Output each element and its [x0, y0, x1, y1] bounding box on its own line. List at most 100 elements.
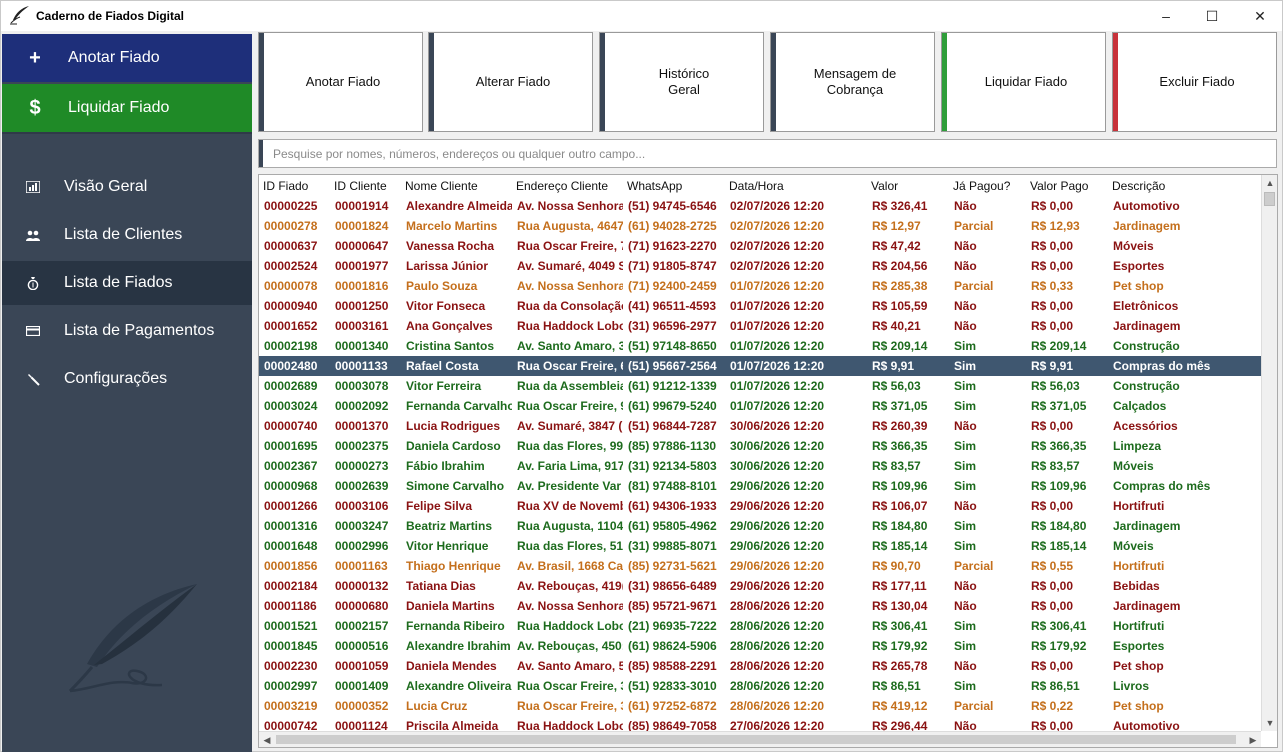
- table-row[interactable]: 00001186 00000680 Daniela Martins Av. Nossa…: [259, 596, 1261, 616]
- table-row[interactable]: 00002689 00003078 Vitor Ferreira Rua da Ass…: [259, 376, 1261, 396]
- table-cell: Construção: [1113, 379, 1180, 393]
- table-row[interactable]: 00002230 00001059 Daniela Mendes Av. Santo …: [259, 656, 1261, 676]
- table-cell: 29/06/2026 12:20: [730, 559, 825, 573]
- alterar-fiado-button[interactable]: Alterar Fiado: [428, 32, 593, 132]
- table-cell: R$ 0,00: [1031, 659, 1074, 673]
- table-cell: 00000740: [264, 419, 318, 433]
- table-cell: Eletrônicos: [1113, 299, 1179, 313]
- table-cell: (31) 96596-2977: [628, 319, 717, 333]
- table-row[interactable]: 00002367 00000273 Fábio Ibrahim Av. Faria L…: [259, 456, 1261, 476]
- table-row[interactable]: 00002184 00000132 Tatiana Dias Av. Rebouças…: [259, 576, 1261, 596]
- table-cell: R$ 0,22: [1031, 699, 1074, 713]
- table-cell: 28/06/2026 12:20: [730, 619, 825, 633]
- table-row[interactable]: 00001845 00000516 Alexandre Ibrahim Av. Reb…: [259, 636, 1261, 656]
- table-row[interactable]: 00000078 00001816 Paulo Souza Av. Nossa Sen…: [259, 276, 1261, 296]
- scroll-thumb[interactable]: [276, 735, 1236, 744]
- column-header[interactable]: WhatsApp: [623, 175, 725, 196]
- table-row[interactable]: 00001652 00003161 Ana Gonçalves Rua Haddock…: [259, 316, 1261, 336]
- table-cell: (61) 94028-2725: [628, 219, 717, 233]
- button-label: Histórico Geral: [658, 66, 710, 97]
- table-cell: Vanessa Rocha: [406, 239, 495, 253]
- table-row[interactable]: 00001316 00003247 Beatriz Martins Rua Augus…: [259, 516, 1261, 536]
- table-cell: 00000132: [335, 579, 389, 593]
- table-cell: R$ 185,14: [1031, 539, 1087, 553]
- vertical-scrollbar[interactable]: ▲ ▼: [1261, 175, 1277, 731]
- scroll-left-icon[interactable]: ◀: [263, 734, 271, 745]
- maximize-button[interactable]: ☐: [1205, 7, 1219, 24]
- table-row[interactable]: 00003024 00002092 Fernanda Carvalho Rua Osc…: [259, 396, 1261, 416]
- sidebar-item-configuracoes[interactable]: Configurações: [2, 357, 252, 401]
- table-cell: (51) 95667-2564: [623, 356, 725, 376]
- table-row[interactable]: 00002524 00001977 Larissa Júnior Av. Sumaré…: [259, 256, 1261, 276]
- close-button[interactable]: ✕: [1254, 7, 1266, 24]
- table-cell: Rua Oscar Freire, 9: [517, 399, 623, 413]
- table-cell: R$ 371,05: [1031, 399, 1087, 413]
- column-header[interactable]: Descrição: [1108, 175, 1261, 196]
- fiados-table: ID Fiado ID Cliente Nome Cliente Endereço C…: [258, 174, 1278, 748]
- table-cell: R$ 285,38: [872, 279, 928, 293]
- table-cell: Vitor Henrique: [406, 539, 489, 553]
- table-cell: 00000078: [264, 279, 318, 293]
- column-header[interactable]: ID Fiado: [259, 175, 330, 196]
- table-row[interactable]: 00001695 00002375 Daniela Cardoso Rua das F…: [259, 436, 1261, 456]
- table-row[interactable]: 00001648 00002996 Vitor Henrique Rua das Fl…: [259, 536, 1261, 556]
- scroll-up-icon[interactable]: ▲: [1265, 178, 1275, 188]
- table-cell: Alexandre Ibrahim: [406, 639, 511, 653]
- table-row[interactable]: 00000742 00001124 Priscila Almeida Rua Hadd…: [259, 716, 1261, 736]
- table-row[interactable]: 00000278 00001824 Marcelo Martins Rua Augus…: [259, 216, 1261, 236]
- table-cell: Não: [954, 659, 977, 673]
- table-cell: 00001409: [335, 679, 389, 693]
- anotar-fiado-button[interactable]: Anotar Fiado: [258, 32, 423, 132]
- horizontal-scrollbar[interactable]: ◀ ▶: [259, 731, 1261, 747]
- table-cell: Jardinagem: [1113, 599, 1181, 613]
- table-cell: 00001133: [330, 356, 401, 376]
- column-header[interactable]: ID Cliente: [330, 175, 401, 196]
- table-row[interactable]: 00000637 00000647 Vanessa Rocha Rua Oscar F…: [259, 236, 1261, 256]
- table-header-row: ID Fiado ID Cliente Nome Cliente Endereço C…: [259, 175, 1261, 196]
- column-header[interactable]: Valor: [867, 175, 949, 196]
- table-cell: (71) 92400-2459: [628, 279, 717, 293]
- sidebar-item-lista-clientes[interactable]: Lista de Clientes: [2, 213, 252, 257]
- scroll-right-icon[interactable]: ▶: [1249, 734, 1257, 745]
- table-row[interactable]: 00002198 00001340 Cristina Santos Av. Santo…: [259, 336, 1261, 356]
- table-row[interactable]: 00001856 00001163 Thiago Henrique Av. Brasi…: [259, 556, 1261, 576]
- mensagem-cobranca-button[interactable]: Mensagem de Cobrança: [770, 32, 935, 132]
- table-row[interactable]: 00000968 00002639 Simone Carvalho Av. Presi…: [259, 476, 1261, 496]
- table-row[interactable]: 00002997 00001409 Alexandre Oliveira Rua Os…: [259, 676, 1261, 696]
- table-cell: 00001914: [335, 199, 389, 213]
- sidebar-item-visao-geral[interactable]: Visão Geral: [2, 165, 252, 209]
- scroll-down-icon[interactable]: ▼: [1265, 718, 1275, 728]
- column-header[interactable]: Nome Cliente: [401, 175, 512, 196]
- historico-geral-button[interactable]: Histórico Geral: [599, 32, 764, 132]
- button-accent: [429, 33, 434, 131]
- table-cell: R$ 204,56: [872, 259, 928, 273]
- table-row[interactable]: 00001521 00002157 Fernanda Ribeiro Rua Hadd…: [259, 616, 1261, 636]
- table-cell: Esportes: [1113, 259, 1165, 273]
- table-cell: Sim: [954, 539, 977, 553]
- table-row[interactable]: 00000225 00001914 Alexandre Almeida Av. Nos…: [259, 196, 1261, 216]
- table-row[interactable]: 00001266 00003106 Felipe Silva Rua XV de No…: [259, 496, 1261, 516]
- scroll-thumb[interactable]: [1264, 192, 1275, 206]
- button-label: Excluir Fiado: [1159, 74, 1235, 89]
- table-cell: Sim: [954, 479, 977, 493]
- table-row[interactable]: 00002480 00001133 Rafael Costa Rua Oscar Fr…: [259, 356, 1261, 376]
- table-cell: 00002480: [259, 356, 330, 376]
- column-header[interactable]: Já Pagou?: [949, 175, 1026, 196]
- column-header[interactable]: Valor Pago: [1026, 175, 1108, 196]
- table-cell: (41) 96511-4593: [628, 299, 717, 313]
- column-header[interactable]: Endereço Cliente: [512, 175, 623, 196]
- table-cell: R$ 105,59: [872, 299, 928, 313]
- sidebar-item-lista-pagamentos[interactable]: Lista de Pagamentos: [2, 309, 252, 353]
- liquidar-fiado-button[interactable]: Liquidar Fiado: [941, 32, 1106, 132]
- table-row[interactable]: 00000740 00001370 Lucia Rodrigues Av. Sumar…: [259, 416, 1261, 436]
- sidebar-anotar-fiado-button[interactable]: + Anotar Fiado: [2, 34, 252, 82]
- table-row[interactable]: 00003219 00000352 Lucia Cruz Rua Oscar Frei…: [259, 696, 1261, 716]
- sidebar-liquidar-fiado-button[interactable]: $ Liquidar Fiado: [2, 84, 252, 132]
- column-header[interactable]: Data/Hora: [725, 175, 867, 196]
- excluir-fiado-button[interactable]: Excluir Fiado: [1112, 32, 1277, 132]
- table-row[interactable]: 00000940 00001250 Vitor Fonseca Rua da Cons…: [259, 296, 1261, 316]
- minimize-button[interactable]: –: [1162, 8, 1170, 24]
- table-cell: Lucia Rodrigues: [406, 419, 501, 433]
- sidebar-item-lista-fiados[interactable]: Lista de Fiados: [2, 261, 252, 305]
- search-input[interactable]: [273, 144, 1263, 164]
